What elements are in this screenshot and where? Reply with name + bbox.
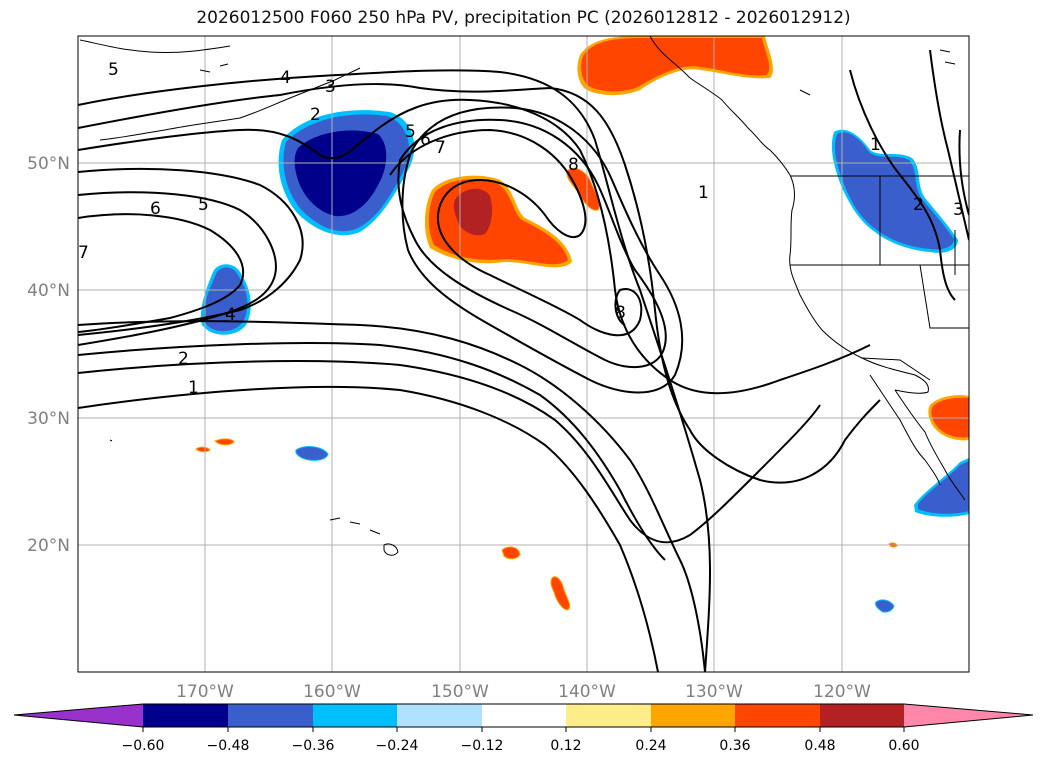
contour-label: 8 — [568, 155, 579, 175]
pv-contour — [78, 320, 706, 672]
precip-positive-area — [501, 546, 521, 560]
precip-positive-area — [195, 446, 211, 453]
coastlines — [79, 36, 969, 556]
contour-label: 2 — [178, 349, 189, 369]
contour-label: 1 — [188, 378, 199, 398]
contour-label: 2 — [310, 105, 321, 125]
colorbar-segment — [735, 704, 820, 727]
precip-negative-area — [834, 132, 954, 250]
contour-label: 3 — [325, 77, 336, 97]
pv-contour — [929, 49, 969, 241]
colorbar-segment — [820, 704, 904, 727]
lat-label: 50°N — [27, 154, 70, 174]
north-america-coast — [649, 36, 966, 501]
lon-label: 130°W — [685, 682, 743, 702]
contour-label: 5 — [108, 60, 119, 80]
lat-label: 30°N — [27, 409, 70, 429]
contour-label: 4 — [225, 305, 236, 325]
contour-label: 7 — [435, 138, 446, 158]
pv-contour — [397, 118, 667, 369]
colorbar-tick-label: −0.48 — [207, 738, 250, 754]
contour-label: 1 — [698, 183, 709, 203]
colorbar-segment — [397, 704, 482, 727]
colorbar-max-extend — [904, 704, 1033, 727]
latitude-labels: 50°N 40°N 30°N 20°N — [27, 154, 70, 556]
pv-contour — [78, 360, 821, 544]
colorbar-segment — [313, 704, 397, 727]
lat-label: 20°N — [27, 536, 70, 556]
lon-label: 150°W — [431, 682, 489, 702]
colorbar-segment — [228, 704, 313, 727]
colorbar: −0.60 −0.48 −0.36 −0.24 −0.12 0.12 0.24 … — [13, 703, 1034, 754]
pv-contour — [78, 98, 871, 395]
pv-contour — [401, 106, 684, 394]
precip-strong-negative-area — [294, 130, 387, 217]
contour-label: 8 — [615, 303, 626, 323]
map-title: 2026012500 F060 250 hPa PV, precipitatio… — [196, 8, 851, 28]
lon-label: 160°W — [303, 682, 361, 702]
contour-label: 7 — [78, 243, 89, 263]
colorbar-segment — [651, 704, 735, 727]
hawaii-islands — [329, 517, 399, 556]
colorbar-tick-label: 0.48 — [804, 738, 835, 754]
pv-contours-east — [849, 49, 969, 301]
pv-contour — [78, 385, 659, 672]
colorbar-segment — [143, 704, 228, 727]
baja-california — [869, 374, 941, 486]
pv-contour — [78, 69, 711, 672]
pv-contour — [78, 167, 304, 336]
contour-label: 5 — [405, 122, 416, 142]
contour-label: 4 — [280, 68, 291, 88]
colorbar-tick-label: 0.36 — [719, 738, 750, 754]
contour-label: 5 — [198, 195, 209, 215]
pv-contour — [78, 213, 245, 333]
map-frame — [77, 35, 970, 673]
colorbar-tick-label: −0.24 — [376, 738, 419, 754]
lon-label: 120°W — [813, 682, 871, 702]
pv-contour — [849, 69, 956, 301]
lon-label: 170°W — [176, 682, 234, 702]
us-mexico-border — [861, 357, 931, 381]
colorbar-tick-label: 0.60 — [888, 738, 919, 754]
contour-label: 6 — [420, 130, 431, 150]
aleutian-islands — [99, 67, 361, 141]
small-islands — [109, 49, 956, 442]
lon-label: 140°W — [558, 682, 616, 702]
pv-contours — [78, 69, 881, 672]
colorbar-tick-label: −0.12 — [461, 738, 504, 754]
contour-label: 3 — [953, 200, 964, 220]
colorbar-ticks — [142, 727, 905, 732]
precip-negative-area — [918, 461, 969, 514]
graticule — [78, 36, 969, 672]
pv-contour — [78, 191, 277, 346]
colorbar-segment — [566, 704, 651, 727]
colorbar-tick-label: −0.36 — [292, 738, 335, 754]
contour-labels: 5 4 3 2 5 6 7 6 5 8 7 4 2 1 1 8 1 2 3 — [78, 60, 964, 398]
alaska-coast — [79, 39, 231, 73]
colorbar-min-extend — [14, 704, 143, 727]
precip-strong-positive-area — [453, 188, 493, 236]
map-background — [78, 36, 969, 672]
contour-label: 2 — [913, 195, 924, 215]
precip-positive-area — [550, 576, 571, 611]
precip-negative-area — [295, 446, 329, 461]
precip-positive-area — [214, 438, 235, 446]
lat-label: 40°N — [27, 281, 70, 301]
contour-label: 6 — [150, 199, 161, 219]
pv-contour — [78, 83, 881, 484]
precip-negative-area — [875, 599, 895, 613]
colorbar-tick-label: 0.24 — [635, 738, 666, 754]
colorbar-tick-label: 0.12 — [550, 738, 581, 754]
contour-label: 1 — [870, 135, 881, 155]
colorbar-segment — [482, 704, 566, 727]
state-borders — [790, 176, 969, 329]
pv-contour — [78, 342, 666, 561]
pv-contour — [389, 128, 643, 337]
colorbar-tick-label: −0.60 — [122, 738, 165, 754]
longitude-labels: 170°W 160°W 150°W 140°W 130°W 120°W — [176, 682, 871, 702]
pv-contour — [958, 129, 969, 216]
